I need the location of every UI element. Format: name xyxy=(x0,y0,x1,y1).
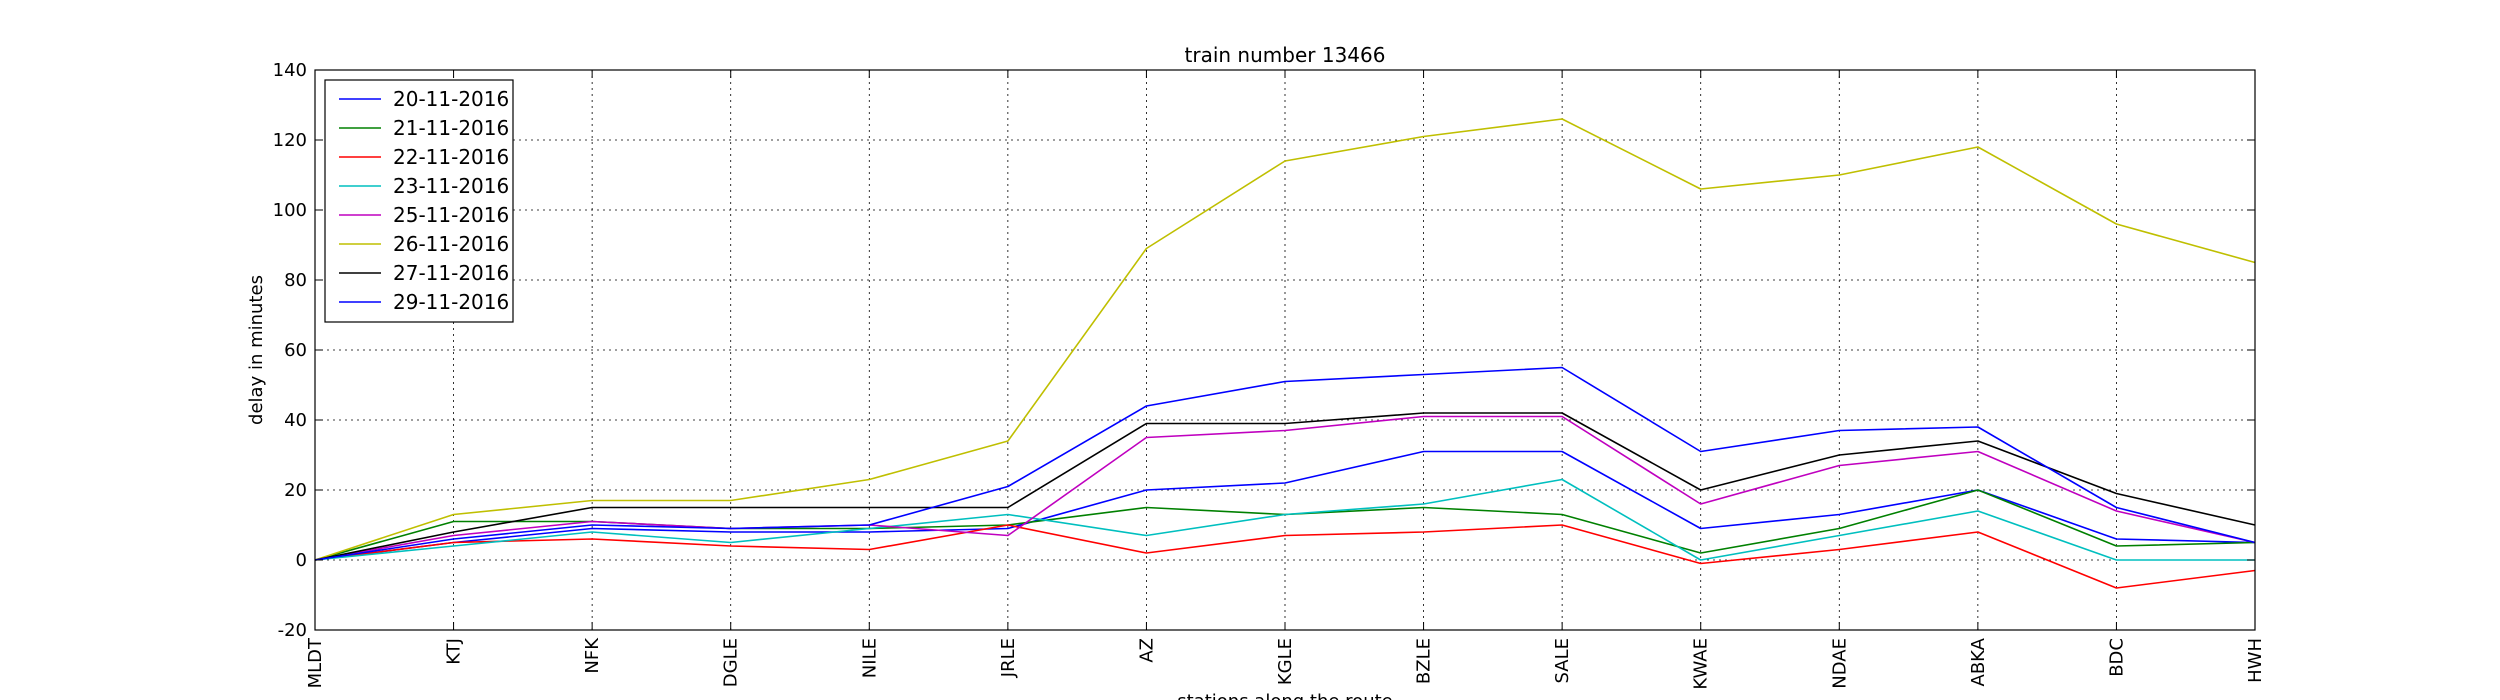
grid xyxy=(314,69,2256,631)
x-tick-label: NFK xyxy=(582,637,603,674)
legend-label: 21-11-2016 xyxy=(393,116,509,140)
x-tick-label: DGLE xyxy=(721,638,742,687)
y-tick-label: -20 xyxy=(278,620,307,641)
x-tick-label: AZ xyxy=(1136,638,1157,663)
legend-label: 26-11-2016 xyxy=(393,232,509,256)
x-axis-title: stations along the route xyxy=(1177,691,1392,700)
legend: 20-11-2016 21-11-2016 22-11-2016 23-11-2016… xyxy=(324,79,514,323)
series-line xyxy=(314,450,2256,561)
y-axis-title: delay in minutes xyxy=(246,275,267,425)
y-tick-label: 60 xyxy=(284,340,307,361)
x-tick-label: NILE xyxy=(859,638,880,678)
x-tick-label: KGLE xyxy=(1275,638,1296,685)
x-tick-label: SALE xyxy=(1552,638,1573,683)
y-tick-label: 20 xyxy=(284,480,307,501)
y-tick-label: 100 xyxy=(273,200,307,221)
x-tick-label: KWAE xyxy=(1691,638,1712,690)
x-tick-label: HWH xyxy=(2245,638,2266,683)
legend-frame xyxy=(324,79,514,323)
x-tick-label: KTJ xyxy=(444,638,465,665)
legend-label: 20-11-2016 xyxy=(393,87,509,111)
y-tick-label: 80 xyxy=(284,270,307,291)
y-tick-label: 0 xyxy=(296,550,307,571)
x-tick-label: JRLE xyxy=(998,638,1019,678)
x-tick-label: ABKA xyxy=(1968,637,1989,686)
x-tick-label: BDC xyxy=(2106,638,2127,677)
series-line xyxy=(314,366,2256,561)
series-line xyxy=(314,415,2256,561)
legend-label: 22-11-2016 xyxy=(393,145,509,169)
series-lines xyxy=(314,118,2256,589)
series-line xyxy=(314,412,2256,561)
x-tick-label: MLDT xyxy=(305,637,326,688)
y-tick-label: 40 xyxy=(284,410,307,431)
x-tick-label: BZLE xyxy=(1414,638,1435,684)
x-tick-label: NDAE xyxy=(1829,638,1850,689)
y-tick-label: 140 xyxy=(273,60,307,81)
series-line xyxy=(314,118,2256,561)
y-tick-label: 120 xyxy=(273,130,307,151)
legend-label: 27-11-2016 xyxy=(393,261,509,285)
legend-label: 25-11-2016 xyxy=(393,203,509,227)
x-axis-ticks: MLDT KTJ NFK DGLE NILE JRLE AZ KGLE BZLE SALE KWAE… xyxy=(305,70,2266,690)
y-axis-ticks: -20 0 20 40 60 80 100 120 140 xyxy=(273,60,2255,641)
series-line xyxy=(314,524,2256,589)
chart-title: train number 13466 xyxy=(1185,43,1386,67)
series-line xyxy=(314,478,2255,561)
legend-label: 29-11-2016 xyxy=(393,290,509,314)
legend-label: 23-11-2016 xyxy=(393,174,509,198)
